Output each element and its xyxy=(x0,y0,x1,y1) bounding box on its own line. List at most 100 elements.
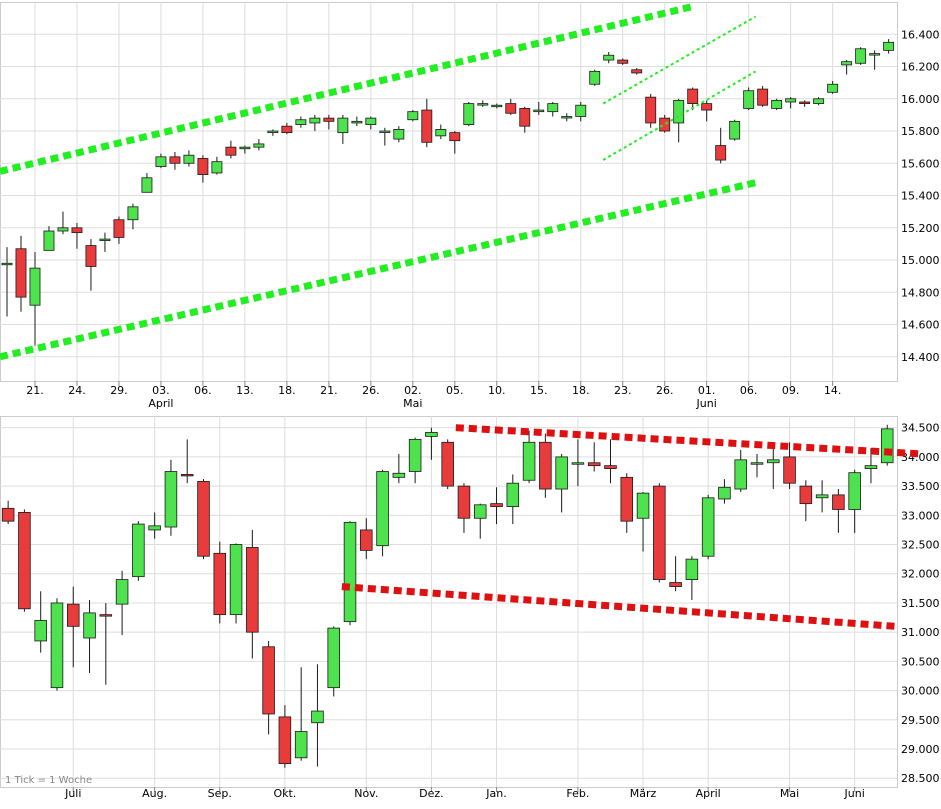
candle-body xyxy=(785,98,797,103)
candle-body xyxy=(449,132,461,142)
y-tick-label: 30.500 xyxy=(901,655,940,668)
y-tick-label: 15.400 xyxy=(901,190,940,203)
x-tick-label: Feb. xyxy=(566,787,589,800)
candle-body xyxy=(603,54,615,61)
candle-body xyxy=(211,161,223,174)
y-tick-label: 14.600 xyxy=(901,319,940,332)
candle-body xyxy=(491,104,503,108)
candle-body xyxy=(295,119,307,125)
x-tick-label: 24. xyxy=(68,384,86,397)
candle-body xyxy=(360,529,373,551)
candle-body xyxy=(659,117,671,132)
candle-body xyxy=(141,177,153,193)
candle-body xyxy=(392,472,406,478)
candle-body xyxy=(376,471,389,547)
x-tick-label: 03. xyxy=(152,384,170,397)
candle-body xyxy=(83,612,96,639)
candle-body xyxy=(164,471,178,528)
candle-body xyxy=(463,103,475,125)
candle-body xyxy=(687,88,699,105)
candle-body xyxy=(832,494,845,510)
candle-body xyxy=(393,129,405,140)
candle-body xyxy=(490,503,503,507)
y-tick-label: 15.000 xyxy=(901,254,940,267)
candle-body xyxy=(115,579,129,605)
candle-body xyxy=(653,485,666,580)
plot-frame xyxy=(0,416,898,788)
candle-body xyxy=(457,485,471,519)
trendline xyxy=(341,583,896,630)
y-tick-label: 30.000 xyxy=(901,685,940,698)
x-tick-label: Mai xyxy=(780,787,799,800)
x-tick-label: Nov. xyxy=(354,787,378,800)
candle-body xyxy=(267,130,279,134)
candle-body xyxy=(620,476,634,522)
y-tick-label: 32.000 xyxy=(901,568,940,581)
candle-body xyxy=(617,59,629,64)
candle-body xyxy=(685,558,699,580)
candle-body xyxy=(555,456,568,490)
candle-body xyxy=(365,117,377,125)
candle-body xyxy=(815,494,829,499)
candle-body xyxy=(253,143,265,148)
y-tick-label: 29.500 xyxy=(901,714,940,727)
candle-body xyxy=(561,116,573,119)
candle-body xyxy=(169,156,181,164)
candle-body xyxy=(505,103,517,114)
candle-body xyxy=(99,614,113,617)
candle-body xyxy=(18,512,31,610)
candle-body xyxy=(50,602,64,689)
candle-body xyxy=(29,267,41,306)
candle-body xyxy=(323,117,335,122)
y-tick-label: 34.500 xyxy=(901,422,940,435)
candle-body xyxy=(575,104,587,117)
candle-body xyxy=(57,227,69,232)
y-tick-label: 16.400 xyxy=(901,28,940,41)
candle-body xyxy=(43,230,55,251)
y-tick-label: 33.500 xyxy=(901,480,940,493)
y-tick-label: 28.500 xyxy=(901,772,940,785)
y-tick-label: 16.200 xyxy=(901,61,940,74)
candle-body xyxy=(589,70,601,85)
candle-body xyxy=(743,90,755,109)
candle-body xyxy=(85,245,97,267)
candle-body xyxy=(343,521,357,623)
x-tick-label: 18. xyxy=(572,384,590,397)
candle-body xyxy=(225,146,237,156)
x-tick-label: 23. xyxy=(614,384,632,397)
candle-body xyxy=(113,219,125,238)
y-tick-label: 14.400 xyxy=(901,351,940,364)
candle-body xyxy=(441,441,454,487)
y-tick-label: 16.000 xyxy=(901,93,940,106)
x-tick-label: April xyxy=(696,787,721,800)
candle-body xyxy=(132,523,145,578)
candle-body xyxy=(734,459,747,490)
candle-body xyxy=(477,103,489,106)
x-tick-label: 15. xyxy=(530,384,548,397)
x-tick-label: Sep. xyxy=(208,787,232,800)
x-tick-label: 14. xyxy=(824,384,842,397)
candle-body xyxy=(294,731,308,759)
candle-body xyxy=(337,117,349,134)
candle-body xyxy=(571,462,585,465)
y-tick-label: 15.800 xyxy=(901,125,940,138)
candle-body xyxy=(715,145,727,161)
chart-panel-daily: 14.400 14.600 14.800 15.000 15.200 15.400 15.6… xyxy=(0,2,940,410)
candle-body xyxy=(473,504,487,519)
candle-body xyxy=(645,96,657,124)
y-tick-label: 32.500 xyxy=(901,539,940,552)
candle-body xyxy=(799,101,811,105)
candle-body xyxy=(281,125,293,134)
candle-body xyxy=(767,459,780,464)
candle-body xyxy=(869,53,881,56)
candle-body xyxy=(379,130,391,133)
candle-body xyxy=(864,465,878,469)
candle-body xyxy=(669,582,682,588)
candle-body xyxy=(239,146,251,150)
candle-body xyxy=(827,83,839,93)
x-tick-label: März xyxy=(630,787,657,800)
x-tick-label: Juni xyxy=(844,787,865,800)
plot-frame xyxy=(0,2,898,382)
x-tick-label: 09. xyxy=(782,384,800,397)
candle-body xyxy=(855,48,867,64)
